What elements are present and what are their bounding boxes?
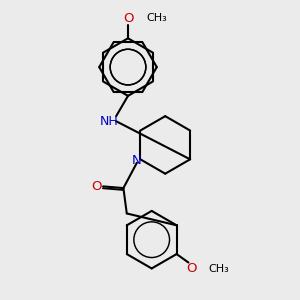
- Text: NH: NH: [100, 115, 119, 128]
- Text: O: O: [187, 262, 197, 275]
- Text: CH₃: CH₃: [209, 264, 230, 274]
- Text: CH₃: CH₃: [147, 13, 167, 23]
- Text: N: N: [131, 154, 141, 167]
- Text: O: O: [92, 180, 102, 193]
- Text: O: O: [123, 11, 133, 25]
